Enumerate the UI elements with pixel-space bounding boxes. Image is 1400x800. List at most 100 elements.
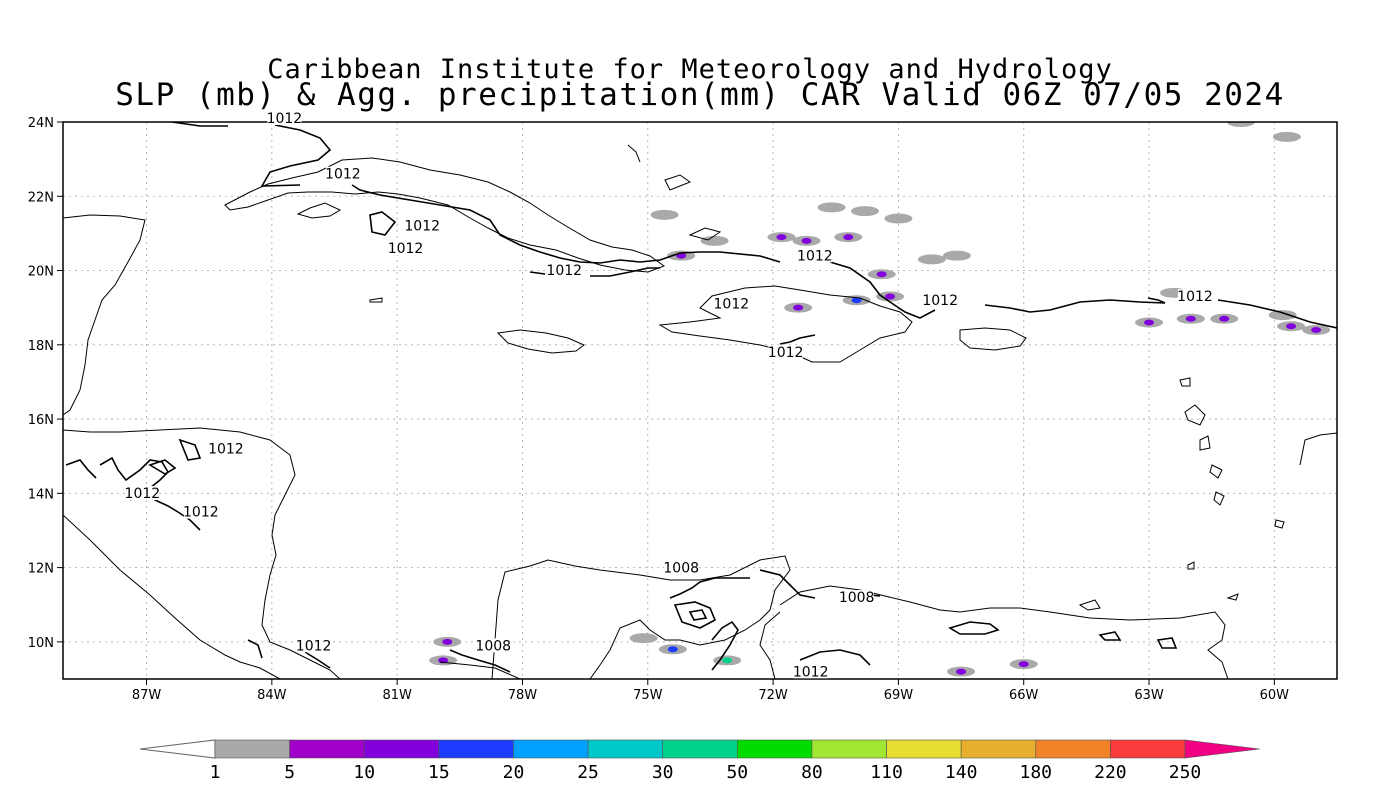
- precip-core: [1144, 319, 1155, 326]
- lat-tick-label: 18N: [28, 339, 54, 354]
- precip-core: [1286, 323, 1297, 330]
- precip-patch: [650, 209, 679, 220]
- precipitation-field: [429, 122, 1331, 677]
- precip-patch: [817, 202, 846, 213]
- colorbar-cell: [513, 739, 589, 759]
- isobar-label: 1008: [475, 638, 511, 654]
- coast-jamaica: [496, 329, 585, 354]
- lon-tick-label: 63W: [1134, 688, 1164, 703]
- longitude-axis: 87W 84W 81W 78W 75W 72W 69W 66W 63W 60W: [132, 679, 1289, 703]
- precip-core: [876, 271, 887, 278]
- isobar-label-bg: [325, 166, 360, 181]
- isobar-label: 1012: [183, 505, 219, 521]
- institute-title: Caribbean Institute for Meteorology and …: [267, 54, 1113, 85]
- isobar-label-bg: [405, 218, 440, 233]
- colorbar-label: 80: [801, 762, 823, 783]
- lon-tick-label: 84W: [257, 688, 287, 703]
- isobar-label: 1012: [325, 167, 361, 183]
- lat-tick-label: 22N: [28, 190, 54, 205]
- isobar-label: 1012: [267, 111, 303, 127]
- precip-patch: [884, 213, 913, 224]
- colorbar-cell: [214, 739, 290, 759]
- isobars: [65, 122, 1337, 673]
- isobar-label: 1012: [296, 638, 332, 654]
- colorbar-lower-arrow: [139, 739, 216, 759]
- precip-core: [851, 297, 862, 304]
- isobar-label: 1012: [768, 345, 804, 361]
- isobar-label: 1012: [793, 664, 829, 680]
- isobar-label: 1008: [663, 560, 699, 576]
- isobar-label-bg: [1177, 289, 1212, 304]
- colorbar-label: 250: [1169, 762, 1202, 783]
- map-area: 1012 1012 1012 1012 1012 1012 1012 1012 1012 1012…: [28, 111, 1338, 703]
- isobar-label-bg: [476, 638, 511, 653]
- isobar-label-bg: [797, 248, 832, 263]
- colorbar-cell: [438, 739, 514, 759]
- colorbar-label: 25: [577, 762, 599, 783]
- isobar-label: 1008: [839, 590, 875, 606]
- colorbar-label: 140: [945, 762, 978, 783]
- precip-core: [801, 237, 812, 244]
- precip-patch: [850, 206, 879, 217]
- colorbar-cell: [886, 739, 962, 759]
- colorbar-label: 5: [284, 762, 295, 783]
- precip-patch: [917, 254, 946, 265]
- precip-core: [885, 293, 896, 300]
- precip-core: [722, 657, 733, 664]
- isobar-label: 1012: [546, 263, 582, 279]
- isobar-label-bg: [208, 441, 243, 456]
- lon-tick-label: 69W: [884, 688, 914, 703]
- isobar-labels: 1012 1012 1012 1012 1012 1012 1012 1012 1012 1012…: [125, 111, 1213, 680]
- isobar-label-bg: [714, 296, 749, 311]
- lat-tick-label: 24N: [28, 116, 54, 131]
- map-background: [63, 122, 1337, 679]
- colorbar-cell: [289, 739, 365, 759]
- colorbar-label: 15: [428, 762, 450, 783]
- isobar-label: 1012: [714, 297, 750, 313]
- lon-tick-label: 60W: [1260, 688, 1290, 703]
- colorbar-label: 220: [1094, 762, 1127, 783]
- precip-core: [793, 304, 804, 311]
- colorbar-cell: [1035, 739, 1111, 759]
- precip-core: [1219, 315, 1230, 322]
- lat-tick-label: 10N: [28, 636, 54, 651]
- lon-tick-label: 81W: [382, 688, 412, 703]
- colorbar-cell: [737, 739, 813, 759]
- colorbar-label: 50: [726, 762, 748, 783]
- isobar-label-bg: [664, 560, 699, 575]
- isobar-label-bg: [183, 504, 218, 519]
- lat-tick-label: 16N: [28, 413, 54, 428]
- latitude-axis: 24N 22N 20N 18N 16N 14N 12N 10N: [28, 116, 63, 651]
- colorbar-label: 1: [210, 762, 221, 783]
- colorbar-upper-arrow: [1184, 739, 1261, 759]
- precip-patch: [629, 633, 658, 644]
- isobar-label-bg: [267, 111, 302, 125]
- map-title: SLP (mb) & Agg. precipitation(mm) CAR Va…: [115, 77, 1285, 113]
- lon-tick-label: 78W: [508, 688, 538, 703]
- isobar-label: 1012: [797, 248, 833, 264]
- colorbar-label: 20: [503, 762, 525, 783]
- colorbar-cell: [960, 739, 1037, 759]
- colorbar-label: 180: [1020, 762, 1053, 783]
- coast-central-america: [63, 214, 146, 416]
- precip-core: [667, 646, 678, 653]
- isobar-label-bg: [388, 240, 423, 255]
- isobar-label: 1012: [1177, 289, 1213, 305]
- precip-patch: [942, 250, 971, 261]
- map-frame: [62, 121, 1338, 680]
- isobar-label-bg: [125, 486, 160, 501]
- isobar-label: 1012: [208, 441, 244, 457]
- coast-hispaniola: [658, 285, 913, 363]
- isobar-label: 1012: [388, 241, 424, 257]
- precip-patch: [1272, 131, 1301, 142]
- coast-cuba: [224, 157, 666, 273]
- lon-tick-label: 75W: [633, 688, 663, 703]
- isobar-label: 1012: [922, 293, 958, 309]
- colorbar-cell: [662, 739, 738, 759]
- coast-puerto-rico: [959, 327, 1027, 351]
- colorbar-cell: [1110, 739, 1186, 759]
- colorbar-cell: [587, 739, 663, 759]
- precip-core: [776, 234, 787, 241]
- isobar-label-bg: [839, 590, 874, 605]
